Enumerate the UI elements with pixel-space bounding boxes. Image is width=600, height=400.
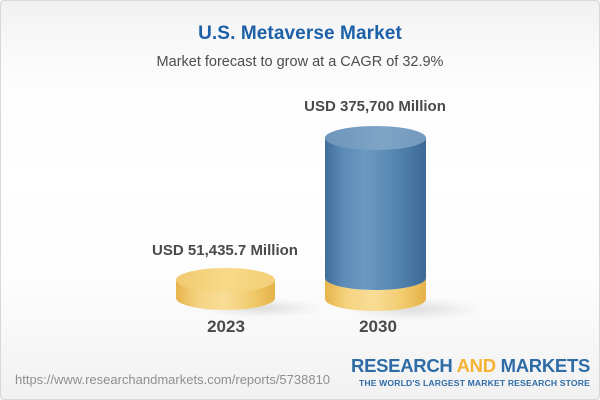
bar-2023-cylinder <box>176 268 275 310</box>
category-label-2030: 2030 <box>359 317 397 336</box>
bar-2030-body <box>325 138 426 290</box>
logo-researchandmarkets: RESEARCH AND MARKETS THE WORLD'S LARGEST… <box>351 355 591 388</box>
logo-tagline: THE WORLD'S LARGEST MARKET RESEARCH STOR… <box>358 377 590 388</box>
bar-2030-base-segment <box>325 278 426 311</box>
value-label-2023: USD 51,435.7 Million <box>152 242 298 259</box>
logo-word-research: RESEARCH <box>351 355 453 376</box>
bar-2030-cylinder <box>325 126 426 311</box>
logo-wordmark: RESEARCH AND MARKETS <box>351 355 591 376</box>
bar-2023-top-face <box>176 268 275 292</box>
category-label-2023: 2023 <box>207 317 245 336</box>
logo-word-markets: MARKETS <box>500 355 591 376</box>
value-label-2030: USD 375,700 Million <box>304 98 446 115</box>
page-title: U.S. Metaverse Market <box>198 23 402 44</box>
source-url-link[interactable]: https://www.researchandmarkets.com/repor… <box>15 372 331 387</box>
bar-2030-top-face <box>325 126 426 150</box>
page-subtitle: Market forecast to grow at a CAGR of 32.… <box>156 54 444 70</box>
logo-word-and: AND <box>456 355 496 376</box>
